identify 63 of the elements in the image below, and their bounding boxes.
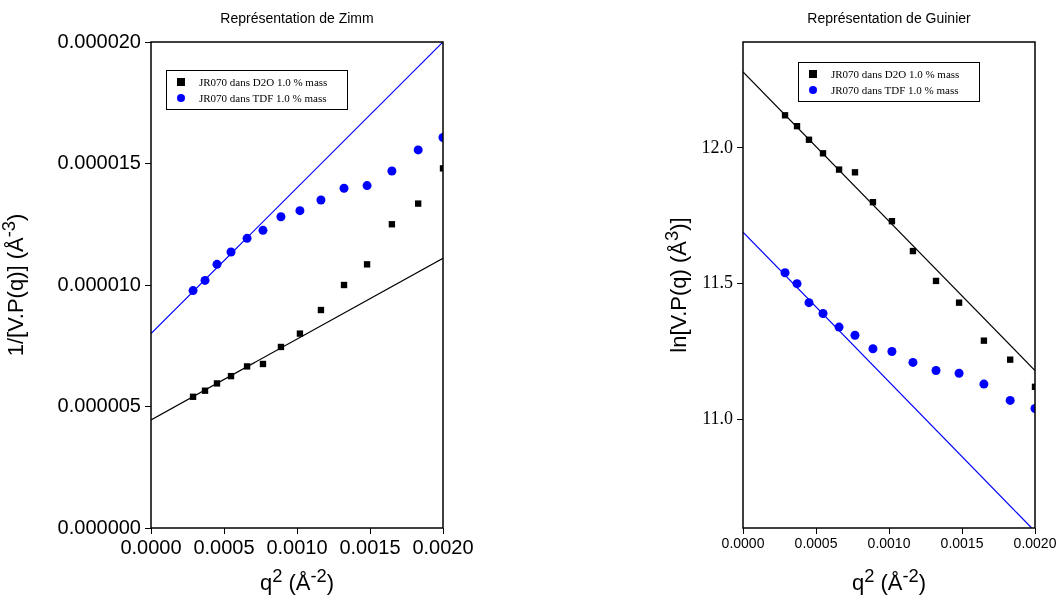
- point: [295, 206, 305, 216]
- y-tick-label: 0.000020: [57, 29, 141, 52]
- x-tick-label: 0.0005: [794, 535, 838, 552]
- point: [413, 145, 423, 155]
- y-tick-label: 0.000005: [57, 394, 141, 417]
- x-tick-label: 0.0010: [266, 535, 328, 558]
- legend-label: JR070 dans TDF 1.0 % mass: [199, 92, 327, 104]
- legend-label: JR070 dans D2O 1.0 % mass: [199, 76, 328, 88]
- point: [258, 225, 268, 235]
- point: [415, 200, 422, 207]
- y-tick-label: 11.0: [702, 408, 733, 429]
- point: [363, 261, 371, 268]
- y-tick-label: 11.5: [702, 272, 733, 293]
- x-tick-label: 0.0015: [940, 535, 984, 552]
- point: [200, 275, 210, 285]
- point: [387, 166, 397, 176]
- y-tick-label: 0.000010: [57, 272, 141, 295]
- x-axis-title: q$^{2}$ (Å$^{-2}$): [258, 565, 336, 597]
- point: [819, 150, 827, 157]
- point: [276, 212, 286, 222]
- x-tick-label: 0.0000: [721, 535, 765, 552]
- point: [979, 379, 989, 389]
- x-tick-label: 0.0020: [1013, 535, 1057, 552]
- point: [818, 309, 828, 319]
- chart-title: Représentation de Zimm: [219, 10, 375, 26]
- point: [296, 330, 304, 337]
- point: [243, 363, 251, 370]
- x-tick-label: 0.0010: [867, 535, 911, 552]
- point: [226, 247, 236, 257]
- point: [931, 366, 941, 376]
- point: [954, 368, 964, 378]
- point: [362, 181, 372, 191]
- point: [955, 299, 963, 306]
- legend-label: JR070 dans D2O 1.0 % mass: [831, 68, 960, 80]
- point: [804, 298, 814, 308]
- point: [835, 166, 843, 173]
- point: [780, 268, 790, 278]
- point: [887, 347, 897, 357]
- y-tick-label: 12.0: [701, 136, 733, 157]
- x-axis-title: q$^{2}$ (Å$^{-2}$): [850, 565, 928, 597]
- point: [339, 183, 349, 193]
- legend-label: JR070 dans TDF 1.0 % mass: [831, 84, 959, 96]
- y-tick-label: 0.000000: [57, 515, 141, 538]
- point: [316, 195, 326, 205]
- x-tick-label: 0.0020: [412, 535, 474, 558]
- point: [834, 322, 844, 332]
- point: [1005, 395, 1015, 405]
- chart-title: Représentation de Guinier: [806, 10, 972, 26]
- point: [851, 169, 859, 176]
- point: [242, 233, 252, 243]
- x-tick-label: 0.0000: [120, 535, 182, 558]
- x-tick-label: 0.0005: [193, 535, 255, 558]
- point: [980, 337, 988, 344]
- point: [792, 279, 802, 289]
- y-tick-label: 0.000015: [57, 151, 141, 174]
- point: [212, 259, 222, 269]
- x-tick-label: 0.0015: [339, 535, 401, 558]
- point: [868, 344, 878, 354]
- point: [1007, 356, 1014, 363]
- point: [850, 330, 860, 340]
- point: [908, 357, 918, 367]
- point: [213, 380, 221, 387]
- point: [188, 286, 198, 296]
